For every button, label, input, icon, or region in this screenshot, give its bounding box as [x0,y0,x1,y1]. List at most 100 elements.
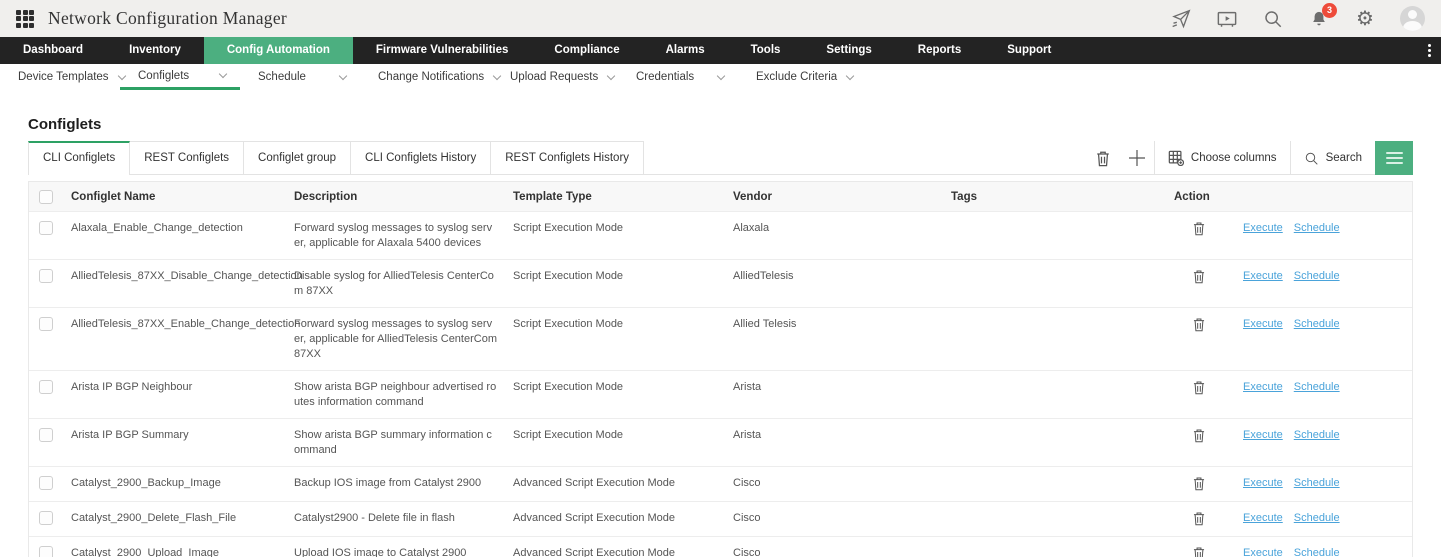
delete-trash-icon[interactable] [1192,221,1206,236]
delete-trash-icon[interactable] [1192,476,1206,491]
configlet-name: Arista IP BGP Neighbour [71,381,193,393]
tab-rest-configlets-history[interactable]: REST Configlets History [491,141,645,174]
configlet-name: AlliedTelesis_87XX_Enable_Change_detecti… [71,318,301,330]
template-type: Script Execution Mode [513,381,624,393]
configlet-description: Forward syslog messages to syslog server… [294,318,497,360]
template-type: Advanced Script Execution Mode [513,512,676,524]
tab-configlet-group[interactable]: Configlet group [244,141,352,174]
execute-link[interactable]: Execute [1243,381,1283,393]
configlet-description: Show arista BGP neighbour advertised rou… [294,381,497,408]
execute-link[interactable]: Execute [1243,512,1283,524]
schedule-link[interactable]: Schedule [1293,477,1340,489]
delete-trash-icon[interactable] [1192,428,1206,443]
configlets-table: Configlet Name Description Template Type… [28,181,1413,557]
nav-firmware-vulnerabilities[interactable]: Firmware Vulnerabilities [375,44,509,56]
configlet-name: Alaxala_Enable_Change_detection [71,222,243,234]
subnav-configlets[interactable]: Configlets [120,64,240,90]
nav-alarms[interactable]: Alarms [665,44,705,56]
configlet-name: Arista IP BGP Summary [71,429,189,441]
execute-link[interactable]: Execute [1243,477,1283,489]
subnav-credentials[interactable]: Credentials [618,64,738,90]
subnav-schedule[interactable]: Schedule [240,64,360,90]
column-header-description: Description [294,190,358,203]
search-button[interactable]: Search [1291,141,1375,175]
sub-navigation: Device Templates Configlets Schedule Cha… [0,64,1441,90]
schedule-link[interactable]: Schedule [1293,222,1340,234]
schedule-link[interactable]: Schedule [1293,429,1340,441]
configlet-description: Show arista BGP summary information comm… [294,429,492,456]
execute-link[interactable]: Execute [1243,270,1283,282]
nav-support[interactable]: Support [1007,44,1052,56]
delete-trash-icon[interactable] [1192,511,1206,526]
settings-gear-icon[interactable]: ⚙ [1356,7,1374,30]
nav-dashboard[interactable]: Dashboard [23,44,84,56]
nav-overflow-kebab-icon[interactable] [1418,37,1441,64]
vendor: Allied Telesis [733,318,797,330]
chevron-down-icon [845,71,855,80]
app-launcher-icon[interactable] [16,9,34,28]
subnav-upload-requests[interactable]: Upload Requests [492,64,618,90]
table-row: AlliedTelesis_87XX_Enable_Change_detecti… [29,308,1412,371]
execute-link[interactable]: Execute [1243,318,1283,330]
vendor: Alaxala [733,222,770,234]
delete-trash-icon[interactable] [1086,141,1120,175]
execute-link[interactable]: Execute [1243,547,1283,557]
vendor: Cisco [733,512,761,524]
row-checkbox[interactable] [39,269,53,283]
nav-tools[interactable]: Tools [750,44,781,56]
row-checkbox[interactable] [39,221,53,235]
list-menu-button[interactable] [1375,141,1413,175]
column-header-tags: Tags [951,190,977,203]
row-checkbox[interactable] [39,317,53,331]
schedule-link[interactable]: Schedule [1293,381,1340,393]
delete-trash-icon[interactable] [1192,380,1206,395]
nav-reports[interactable]: Reports [917,44,962,56]
notifications-bell-icon[interactable]: 3 [1308,2,1337,30]
notification-count-badge: 3 [1322,2,1337,18]
column-header-action: Action [1174,190,1210,203]
page-title: Configlets [28,116,102,133]
chevron-down-icon [716,71,726,80]
row-checkbox[interactable] [39,428,53,442]
toolbar-divider [1289,141,1291,175]
schedule-link[interactable]: Schedule [1293,270,1340,282]
execute-link[interactable]: Execute [1243,429,1283,441]
chevron-down-icon [338,71,348,80]
tab-rest-configlets[interactable]: REST Configlets [130,141,245,174]
nav-config-automation[interactable]: Config Automation [203,37,353,64]
subnav-device-templates[interactable]: Device Templates [0,64,126,90]
choose-columns-button[interactable]: Choose columns [1155,141,1290,175]
tab-cli-configlets[interactable]: CLI Configlets [28,141,131,175]
row-checkbox[interactable] [39,511,53,525]
app-title: Network Configuration Manager [48,8,288,28]
row-checkbox[interactable] [39,546,53,557]
search-label: Search [1325,152,1362,164]
choose-columns-label: Choose columns [1190,152,1277,164]
select-all-checkbox[interactable] [39,189,53,204]
add-plus-icon[interactable] [1120,141,1154,175]
configlet-tabs: CLI Configlets REST Configlets Configlet… [28,141,1413,175]
launch-rocket-icon[interactable] [1170,8,1192,30]
schedule-link[interactable]: Schedule [1293,318,1340,330]
table-row: AlliedTelesis_87XX_Disable_Change_detect… [29,260,1412,308]
subnav-change-notifications[interactable]: Change Notifications [360,64,502,90]
row-checkbox[interactable] [39,476,53,490]
vendor: Arista [733,381,762,393]
search-icon[interactable] [1262,8,1284,30]
delete-trash-icon[interactable] [1192,269,1206,284]
nav-settings[interactable]: Settings [826,44,872,56]
subnav-exclude-criteria[interactable]: Exclude Criteria [738,64,858,90]
presentation-icon[interactable] [1216,8,1238,30]
nav-inventory[interactable]: Inventory [129,44,181,56]
user-avatar[interactable] [1400,6,1425,31]
delete-trash-icon[interactable] [1192,546,1206,557]
chevron-down-icon [606,71,616,80]
tab-cli-configlets-history[interactable]: CLI Configlets History [351,141,492,174]
vendor: Cisco [733,547,761,557]
schedule-link[interactable]: Schedule [1293,512,1340,524]
delete-trash-icon[interactable] [1192,317,1206,332]
execute-link[interactable]: Execute [1243,222,1283,234]
schedule-link[interactable]: Schedule [1293,547,1340,557]
row-checkbox[interactable] [39,380,53,394]
nav-compliance[interactable]: Compliance [554,44,620,56]
